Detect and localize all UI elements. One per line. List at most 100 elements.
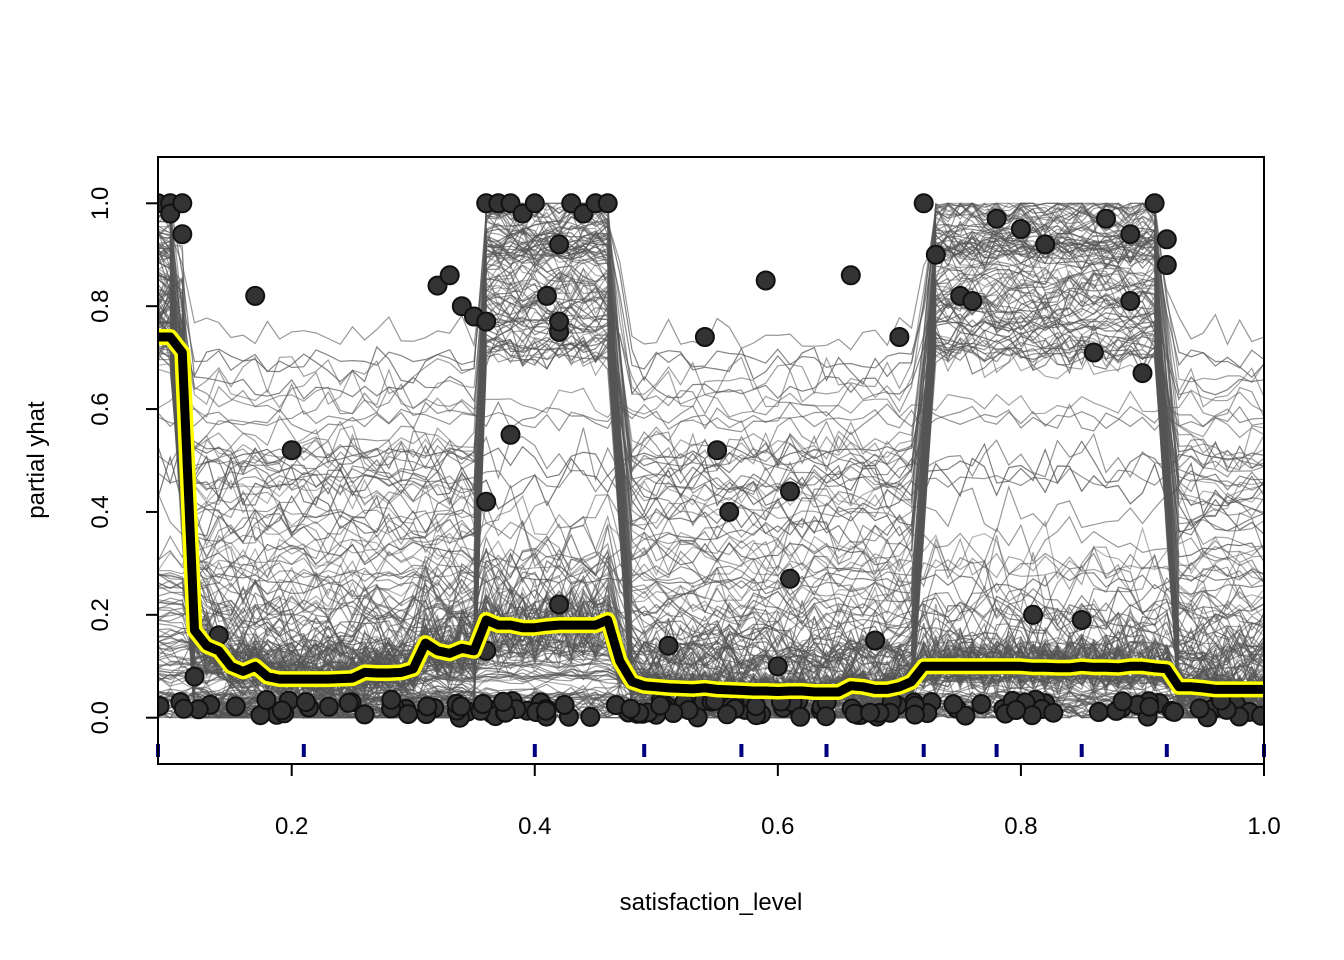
ice-curve	[158, 260, 1264, 567]
observed-point	[318, 696, 339, 717]
observed-point	[943, 694, 964, 715]
ice-curve	[158, 233, 1264, 373]
observed-point	[1006, 700, 1027, 720]
observed-point	[172, 224, 193, 245]
ice-curve	[158, 626, 1264, 675]
observed-point	[780, 481, 800, 502]
x-tick-label: 0.6	[761, 813, 794, 840]
y-tick-label: 0.4	[87, 495, 114, 528]
ice-curve	[158, 267, 1264, 556]
ice-curve	[158, 202, 1264, 507]
observed-point	[173, 698, 194, 719]
observed-point	[971, 694, 992, 714]
observed-point	[889, 327, 910, 347]
observed-point	[1156, 255, 1177, 275]
observed-point	[1189, 698, 1210, 719]
ice-curve	[158, 267, 1264, 682]
ice-curve	[158, 220, 1264, 670]
observed-point	[1043, 702, 1064, 723]
ice-curve	[158, 201, 1264, 678]
observed-point	[451, 696, 472, 717]
observed-point	[1035, 234, 1056, 255]
plot-frame	[157, 156, 1265, 765]
observed-point	[256, 690, 277, 710]
observed-point	[1112, 691, 1133, 712]
ice-curve	[158, 243, 1264, 610]
observed-point	[1251, 705, 1264, 726]
x-tick-label: 0.8	[1004, 813, 1037, 840]
ice-curve	[158, 205, 1264, 418]
observed-point	[658, 635, 679, 656]
observed-point	[417, 696, 438, 717]
observed-point	[1071, 610, 1092, 630]
y-tick-label: 0.6	[87, 392, 114, 425]
observed-point	[746, 696, 766, 717]
observed-point	[271, 700, 292, 721]
ice-curve	[158, 223, 1264, 621]
observed-point	[536, 285, 557, 306]
observed-point	[650, 695, 671, 716]
ice-curve	[158, 264, 1264, 590]
ice-curves	[158, 201, 1264, 720]
x-axis: 0.2 0.4 0.6 0.8 1.0	[275, 764, 1281, 840]
ice-curve	[158, 346, 1264, 492]
observed-point	[398, 704, 419, 725]
observed-point	[1156, 229, 1177, 250]
observed-point	[245, 285, 266, 306]
ice-curve	[158, 202, 1264, 473]
observed-point	[955, 705, 976, 726]
ice-curve	[158, 707, 1264, 719]
observed-point	[184, 666, 205, 687]
observed-point	[524, 193, 545, 214]
observed-point	[1132, 363, 1153, 384]
observed-point	[1023, 604, 1044, 625]
y-tick-label: 0.2	[87, 598, 114, 631]
observed-point	[1120, 291, 1141, 311]
ice-curve	[158, 710, 1264, 719]
observed-point	[913, 193, 934, 214]
x-axis-label: satisfaction_level	[620, 889, 803, 916]
observed-point	[554, 694, 575, 715]
observed-point	[281, 440, 302, 461]
y-axis: 0.0 0.2 0.4 0.6 0.8 1.0	[87, 187, 158, 734]
x-tick-label: 1.0	[1247, 813, 1280, 840]
x-tick-label: 0.2	[275, 813, 308, 840]
observed-point	[1083, 342, 1104, 363]
ice-curve	[158, 709, 1264, 719]
observed-point	[767, 656, 788, 677]
observed-point	[816, 706, 836, 727]
observed-point	[549, 234, 570, 255]
observed-point	[472, 694, 493, 714]
observed-point	[1164, 701, 1185, 722]
observed-point	[717, 704, 738, 725]
ice-curve	[158, 482, 1264, 538]
observed-point	[719, 501, 740, 522]
observed-point	[1139, 696, 1160, 717]
observed-point	[225, 696, 246, 717]
ice-curve	[158, 299, 1264, 666]
observed-point	[707, 440, 728, 461]
y-tick-label: 0.8	[87, 289, 114, 322]
observed-point	[536, 700, 556, 721]
observed-point	[354, 704, 375, 725]
ice-curve	[158, 333, 1264, 507]
observed-point	[439, 265, 460, 286]
observed-point	[755, 270, 776, 291]
observed-point	[549, 594, 570, 615]
ice-curve	[158, 615, 1264, 704]
observed-point	[962, 291, 983, 311]
ice-curve	[158, 301, 1264, 535]
ice-curve	[158, 467, 1264, 497]
observed-point	[1088, 702, 1109, 722]
observed-point	[1010, 219, 1031, 239]
observed-point	[860, 702, 880, 723]
observed-point	[780, 568, 800, 589]
pdp-average-curve	[158, 329, 1264, 700]
observed-point	[694, 327, 715, 347]
ice-curve	[158, 246, 1264, 657]
ice-curve	[158, 245, 1264, 719]
ice-curve	[158, 257, 1264, 634]
observed-point	[620, 698, 641, 719]
observed-point	[1096, 208, 1116, 229]
